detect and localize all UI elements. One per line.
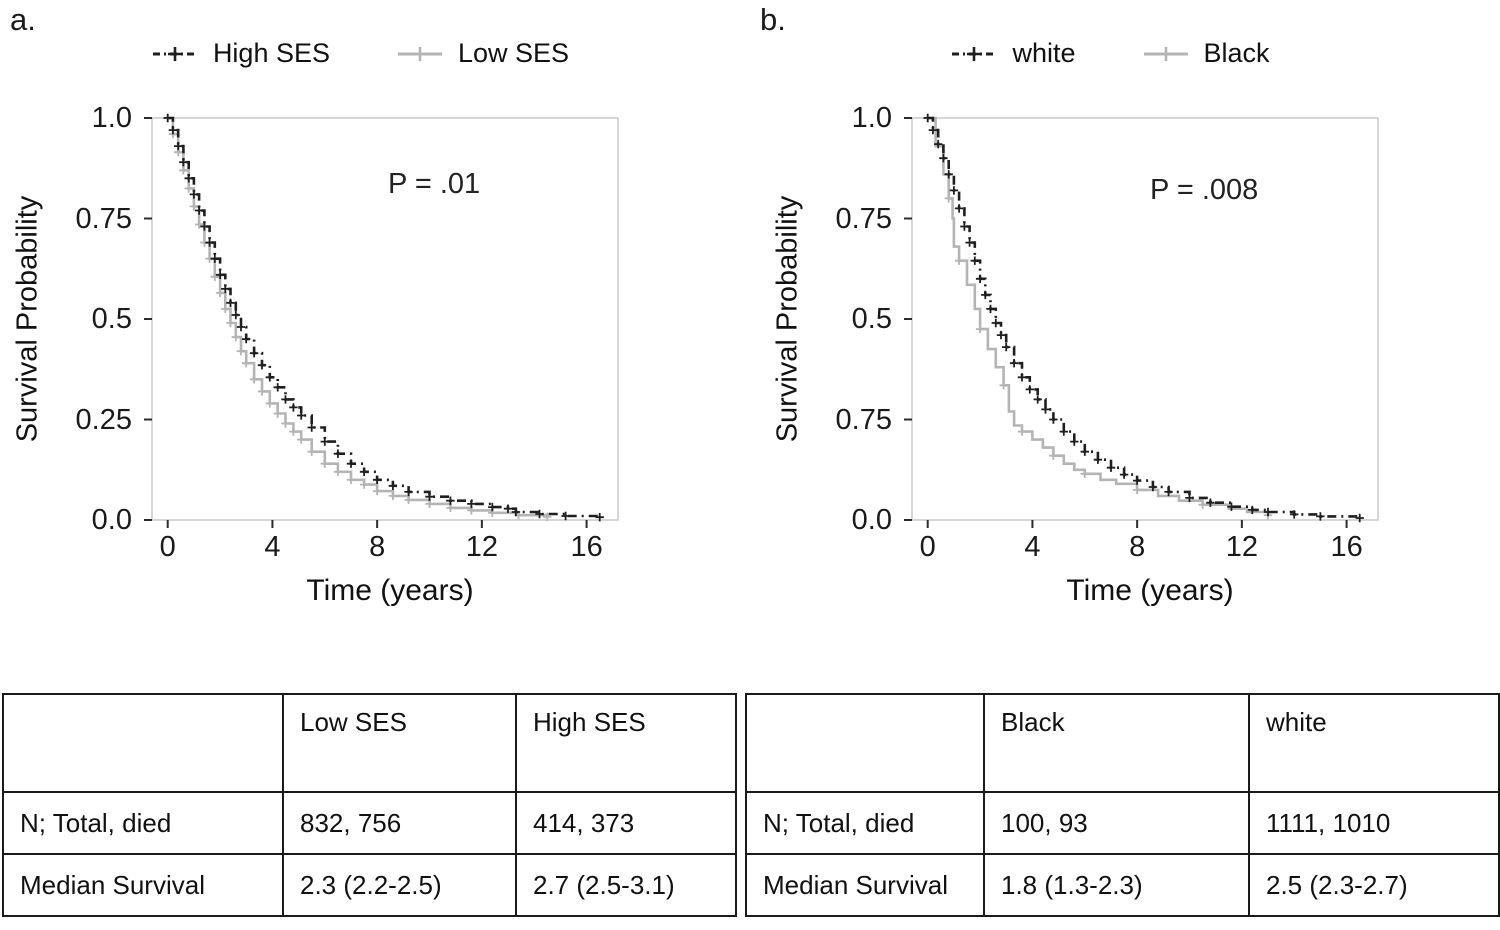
x-tick-label: 12 <box>1225 531 1258 563</box>
legend-item-black: Black <box>1142 38 1270 69</box>
table-row: Median Survival 2.3 (2.2-2.5) 2.7 (2.5-3… <box>2 853 737 917</box>
panel-b-y-axis-title: Survival Probability <box>771 195 804 443</box>
y-tick-label: 0.5 <box>91 303 132 335</box>
panel-a-y-axis-title: Survival Probability <box>11 195 44 443</box>
panel-b: b. white Black Survival Probability 1.0 0… <box>750 0 1500 660</box>
table-row: N; Total, died 832, 756 414, 373 <box>2 791 737 855</box>
table-b-n-black: 100, 93 <box>983 791 1250 855</box>
table-a-median-high-ses: 2.7 (2.5-3.1) <box>515 853 737 917</box>
panel-a-x-axis-title: Time (years) <box>306 574 474 607</box>
x-tick-label: 16 <box>1330 531 1363 563</box>
table-a-n-low-ses: 832, 756 <box>282 791 517 855</box>
x-tick-label: 16 <box>570 531 603 563</box>
y-tick-label: 1.0 <box>91 102 132 134</box>
low-ses-line-sample-icon <box>398 46 442 61</box>
table-row: N; Total, died 100, 93 1111, 1010 <box>745 791 1500 855</box>
x-tick-label: 0 <box>919 531 936 563</box>
y-tick-label: 0.0 <box>91 504 132 536</box>
table-b-median-black: 1.8 (1.3-2.3) <box>983 853 1250 917</box>
legend-label-high-ses: High SES <box>212 38 330 68</box>
table-b-header-black: Black <box>983 693 1250 793</box>
panel-b-legend: white Black <box>820 38 1400 69</box>
white-line-sample-icon <box>952 46 997 61</box>
panel-a-legend: High SES Low SES <box>70 38 650 69</box>
table-a-row-label-median: Median Survival <box>2 853 284 917</box>
y-tick-label: 0.75 <box>835 403 892 436</box>
legend-label-black: Black <box>1203 38 1270 68</box>
panel-b-label: b. <box>760 2 786 37</box>
panel-a-p-value-annotation: P = .01 <box>388 168 481 200</box>
x-tick-label: 8 <box>369 531 386 563</box>
table-a-header-low-ses: Low SES <box>282 693 517 793</box>
y-tick-label: 1.0 <box>851 102 892 134</box>
y-tick-label: 0.75 <box>75 202 132 235</box>
table-a-header-high-ses: High SES <box>515 693 737 793</box>
black-line-sample-icon <box>1143 46 1188 61</box>
summary-tables: Low SES High SES N; Total, died 832, 756… <box>0 693 1500 930</box>
table-a-median-low-ses: 2.3 (2.2-2.5) <box>282 853 517 917</box>
table-b-row-label-n: N; Total, died <box>745 791 985 855</box>
y-tick-label: 0.5 <box>851 303 892 335</box>
panel-a-y-tick-labels: 1.0 0.75 0.5 0.25 0.0 <box>52 102 132 547</box>
table-b-header-white: white <box>1248 693 1500 793</box>
legend-item-high-ses: High SES <box>151 38 330 69</box>
x-tick-label: 4 <box>1024 531 1041 563</box>
x-tick-label: 8 <box>1129 531 1146 563</box>
high-ses-line-sample-icon <box>152 46 197 61</box>
table-b-corner-cell <box>745 693 985 793</box>
panel-a-label: a. <box>10 2 36 37</box>
panel-b-y-tick-labels: 1.0 0.75 0.5 0.75 0.0 <box>812 102 892 547</box>
x-tick-label: 4 <box>264 531 281 563</box>
panel-b-p-value-annotation: P = .008 <box>1150 174 1259 206</box>
table-a-row-label-n: N; Total, died <box>2 791 284 855</box>
x-tick-label: 12 <box>465 531 498 563</box>
legend-item-white: white <box>950 38 1076 69</box>
y-tick-label: 0.0 <box>851 504 892 536</box>
y-tick-label: 0.75 <box>835 202 892 235</box>
panel-a-plot-area: Survival Probability 1.0 0.75 0.5 0.25 0.0 P… <box>0 0 750 660</box>
legend-label-white: white <box>1012 38 1076 68</box>
panel-b-chart <box>904 113 1379 528</box>
table-a-corner-cell <box>2 693 284 793</box>
table-a-n-high-ses: 414, 373 <box>515 791 737 855</box>
table-b-row-label-median: Median Survival <box>745 853 985 917</box>
ses-summary-table: Low SES High SES N; Total, died 832, 756… <box>2 693 737 917</box>
table-b-median-white: 2.5 (2.3-2.7) <box>1248 853 1500 917</box>
x-tick-label: 0 <box>159 531 176 563</box>
table-row: Median Survival 1.8 (1.3-2.3) 2.5 (2.3-2… <box>745 853 1500 917</box>
panel-a-x-tick-labels: 0 4 8 12 16 <box>140 531 640 565</box>
legend-label-low-ses: Low SES <box>458 38 570 68</box>
y-tick-label: 0.25 <box>75 403 132 436</box>
panel-b-plot-area: Survival Probability 1.0 0.75 0.5 0.75 0.0 P… <box>760 0 1500 660</box>
race-summary-table: Black white N; Total, died 100, 93 1111,… <box>745 693 1500 917</box>
panel-a-chart <box>144 113 619 528</box>
panel-a: a. High SES Low SES Survival Probability… <box>0 0 750 660</box>
panel-b-x-tick-labels: 0 4 8 12 16 <box>900 531 1400 565</box>
table-b-n-white: 1111, 1010 <box>1248 791 1500 855</box>
panel-b-x-axis-title: Time (years) <box>1066 574 1234 607</box>
legend-item-low-ses: Low SES <box>396 38 569 69</box>
